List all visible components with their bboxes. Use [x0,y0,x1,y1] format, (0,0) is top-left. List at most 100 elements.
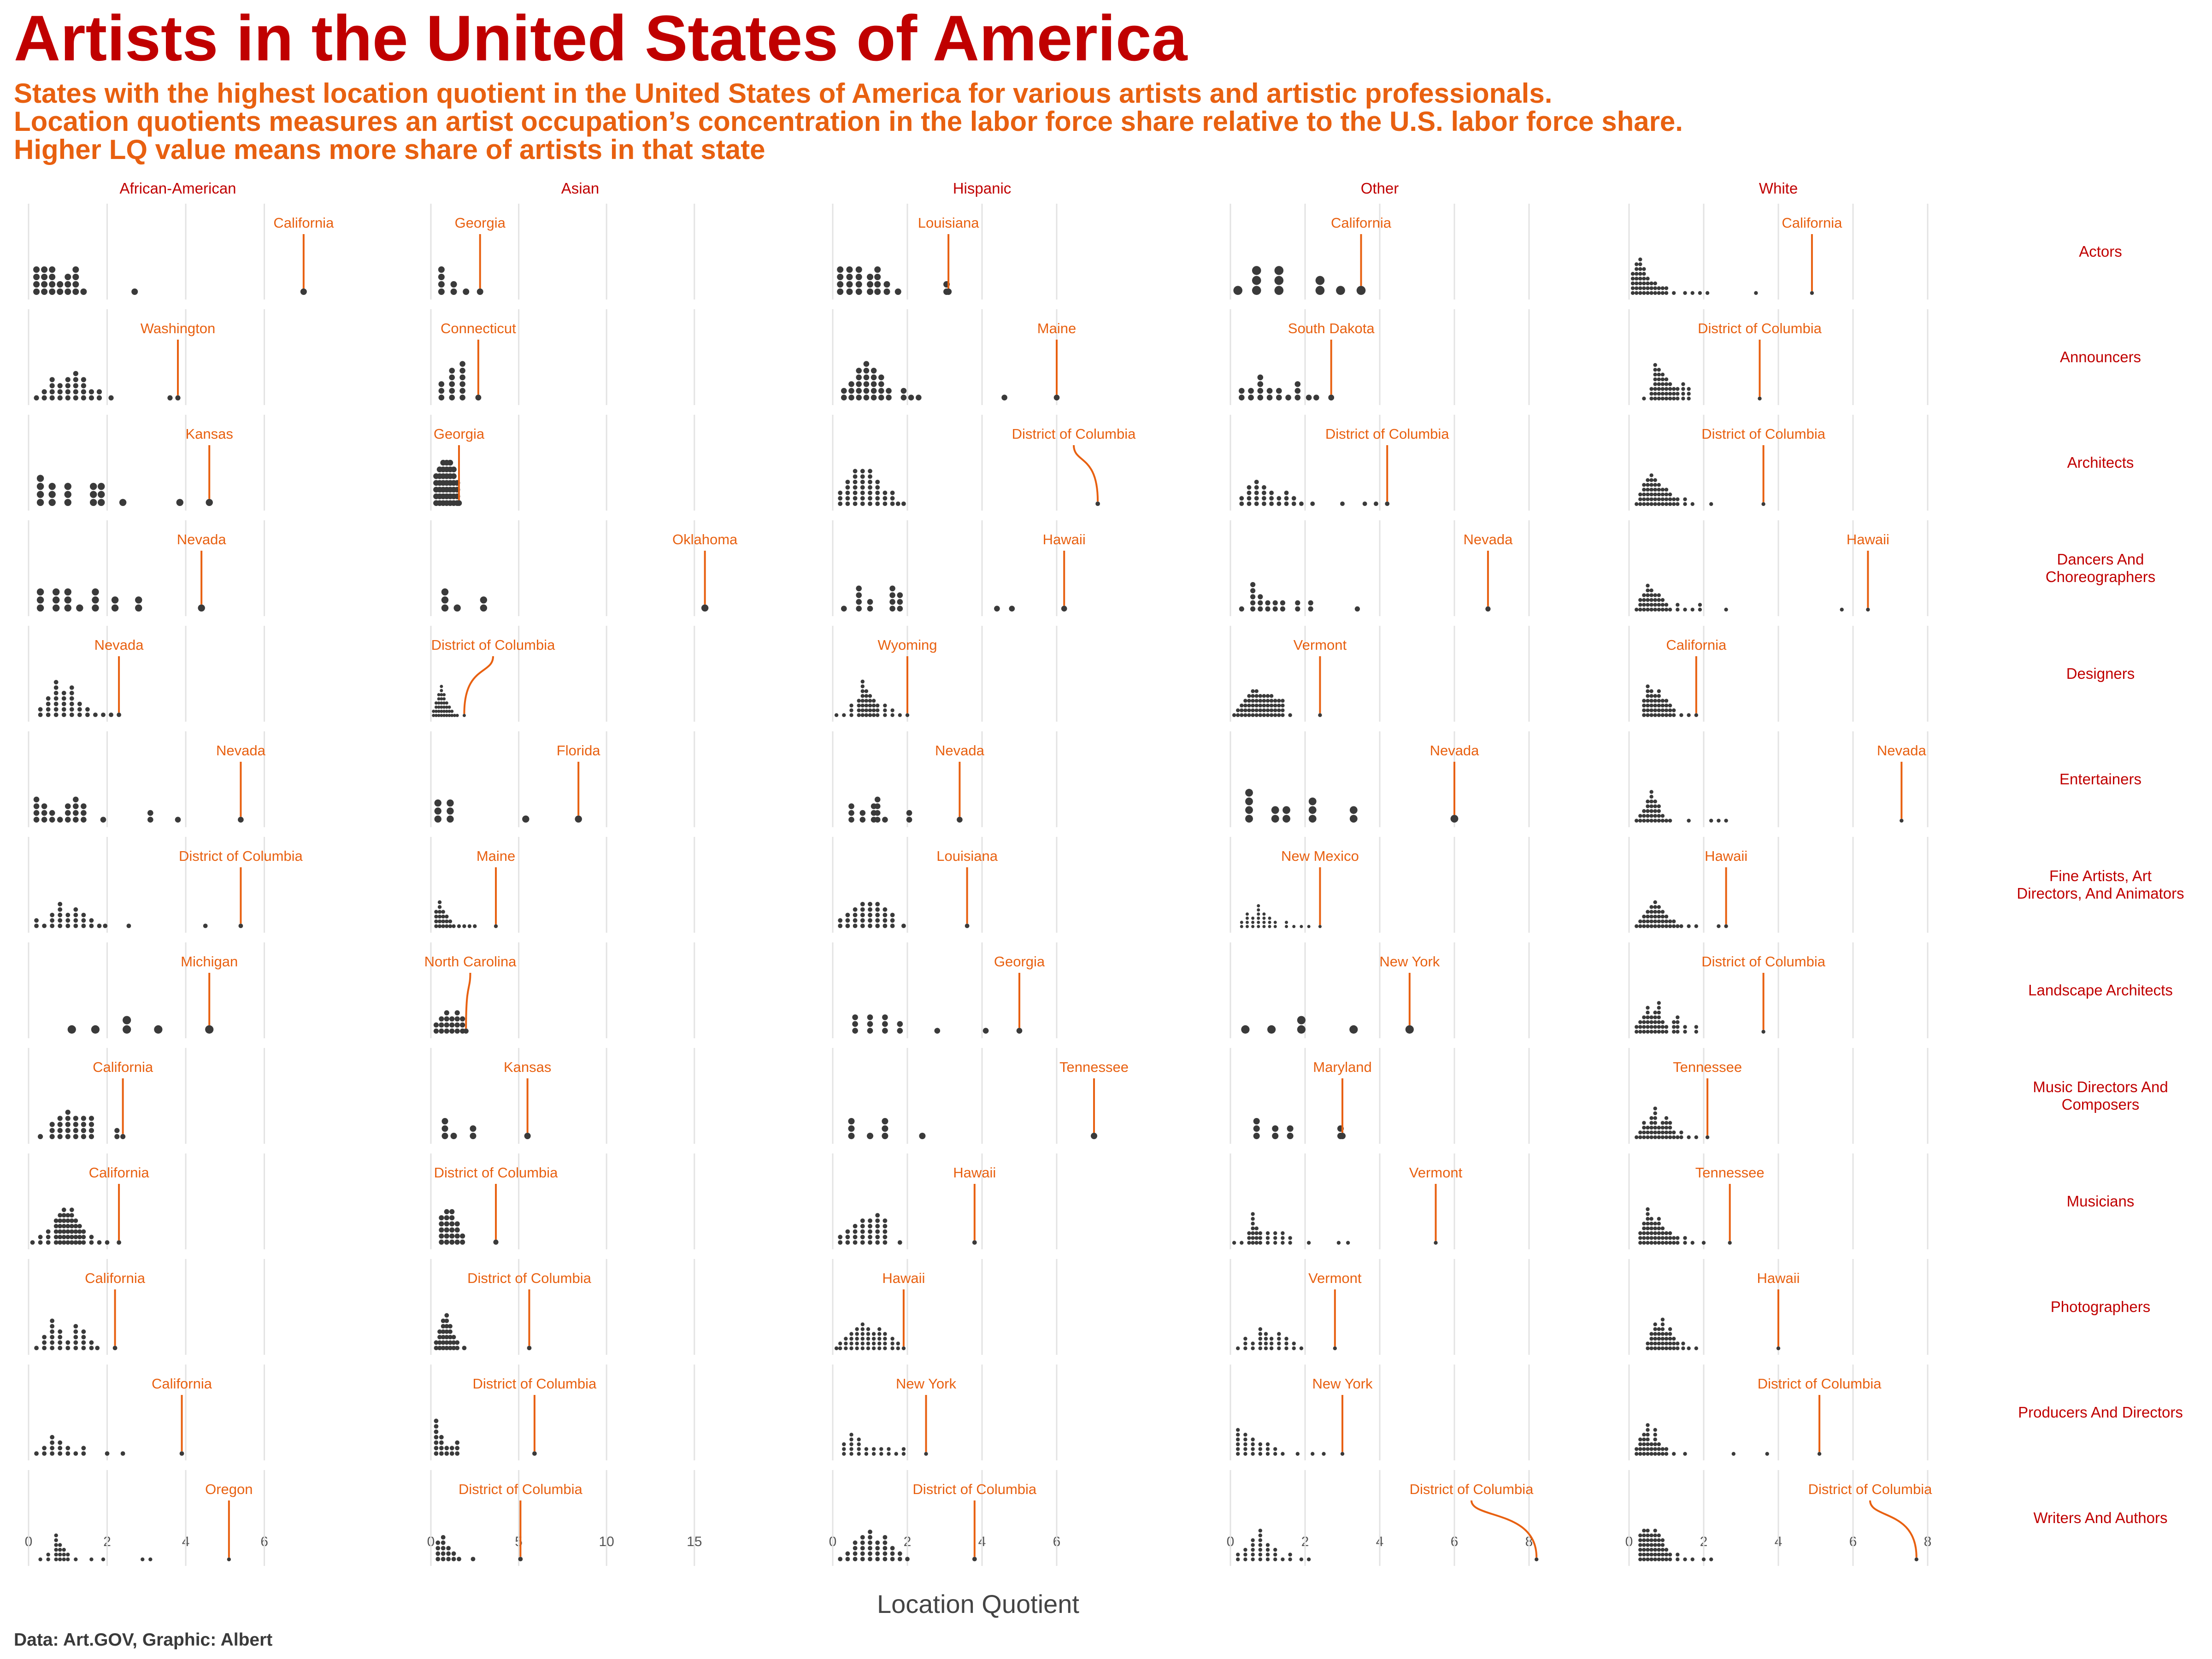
state-dot [889,606,895,612]
state-dot [853,1235,858,1240]
state-dot [1258,1236,1262,1240]
state-dot [855,1332,859,1336]
state-dot [853,1557,858,1562]
state-dot [834,713,839,718]
state-dot [889,592,895,598]
state-dot [1646,1207,1650,1212]
top-state-label: District of Columbia [1410,1481,1534,1497]
state-dot [435,1540,441,1545]
state-dot [444,1451,449,1456]
state-dot [853,1240,858,1245]
state-dot [856,388,862,394]
top-state-label: Hawaii [1757,1270,1800,1286]
state-dot [1668,387,1672,391]
state-dot [1660,1241,1665,1245]
state-dot [439,1451,444,1456]
state-dot [1672,1030,1676,1034]
state-dot [435,1546,441,1551]
state-dot [1236,1442,1240,1447]
state-dot [203,924,208,928]
state-dot [853,924,858,928]
state-dot [1649,286,1653,290]
top-state-leader [463,656,494,714]
state-dot [866,1332,871,1336]
state-dot [1265,708,1270,712]
state-dot [882,1240,888,1245]
state-dot [73,1229,78,1234]
state-dot [1642,1557,1646,1561]
state-dot [434,1435,439,1440]
state-dot [1254,1236,1259,1240]
state-dot [1250,582,1256,588]
state-dot [46,1557,50,1561]
state-dot [1315,276,1325,285]
state-dot [1660,396,1665,400]
state-dot [1642,1030,1646,1034]
state-dot [1668,1121,1672,1125]
state-dot [62,1557,66,1561]
state-dot [1308,806,1317,814]
top-state-dot [701,604,709,612]
state-dot [1709,502,1713,506]
state-dot [1653,924,1657,929]
state-dot [856,381,862,387]
state-dot [1642,1543,1646,1547]
state-dot [883,1336,887,1341]
state-dot [1269,1346,1274,1350]
state-dot [1245,806,1253,814]
state-dot [1257,394,1264,400]
state-dot [1638,1543,1642,1547]
state-dot [1657,689,1661,694]
state-dot [434,1440,439,1445]
state-dot [1649,1020,1653,1024]
state-dot [73,371,78,377]
state-dot [58,907,63,912]
state-dot [1251,925,1255,928]
state-dot [42,1335,47,1340]
state-dot [1653,1557,1657,1561]
state-dot [863,374,870,381]
state-dot [454,1239,460,1245]
state-dot [1635,281,1639,286]
state-dot [65,1235,71,1240]
state-dot [1307,925,1311,928]
state-dot [857,708,861,712]
state-dot [1649,492,1653,497]
state-dot [444,1340,449,1345]
top-state-dot [1339,1133,1346,1139]
state-dot [1657,377,1661,382]
state-dot [451,1340,456,1345]
state-dot [897,1551,902,1556]
state-dot [440,701,443,705]
state-dot [1646,1241,1650,1245]
state-dot [1346,1241,1350,1245]
state-dot [1638,818,1642,823]
state-dot [1638,1447,1642,1451]
top-state-label: Nevada [1430,742,1480,759]
state-dot [41,274,48,280]
state-dot [1251,921,1255,924]
top-state-dot [1694,713,1698,718]
state-dot [92,596,99,604]
state-dot [1269,1341,1274,1346]
state-dot [1653,1015,1657,1019]
state-dot [871,368,877,374]
state-dot [841,606,847,612]
top-state-dot [1728,1241,1732,1245]
state-dot [1649,1231,1653,1235]
state-dot [868,703,872,708]
state-dot [444,1239,449,1245]
state-dot [1653,1529,1657,1533]
state-dot [175,817,181,823]
state-dot [1657,372,1661,377]
state-dot [1676,1030,1680,1034]
state-dot [1657,1447,1661,1451]
state-dot [1657,488,1661,492]
state-dot [441,1346,446,1351]
state-dot [72,288,79,295]
state-dot [58,1553,62,1557]
state-dot [1660,392,1665,396]
state-dot [1258,600,1263,606]
top-state-label: North Carolina [424,953,517,970]
state-dot [882,918,888,923]
